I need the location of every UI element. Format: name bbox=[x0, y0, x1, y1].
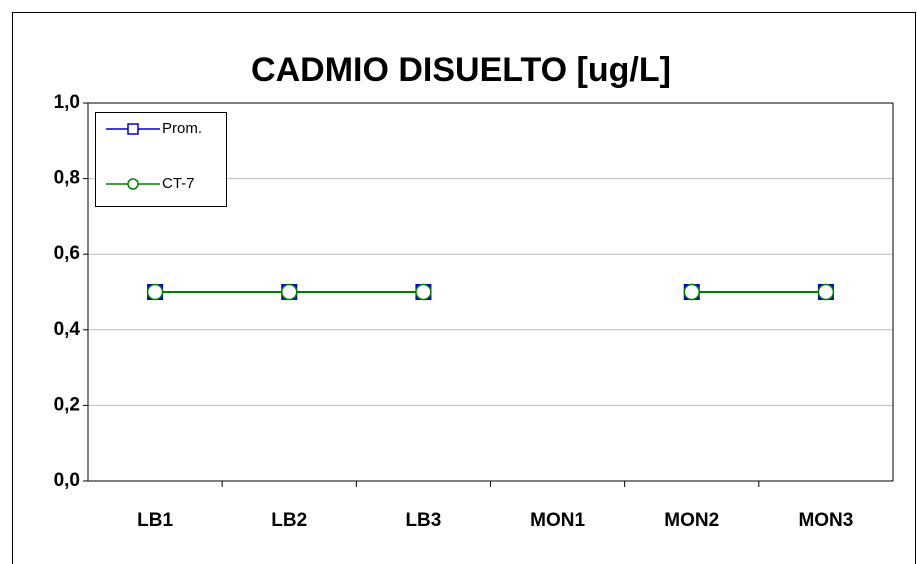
point bbox=[146, 283, 164, 301]
y-tick-label: 0,6 bbox=[54, 243, 80, 264]
point bbox=[281, 283, 298, 301]
y-tick-label: 0,2 bbox=[54, 394, 80, 415]
x-tick-label: MON3 bbox=[798, 510, 853, 531]
legend-marker bbox=[127, 123, 139, 135]
x-tick-label: MON1 bbox=[530, 510, 585, 531]
x-tick-label: LB3 bbox=[405, 510, 441, 531]
x-tick-label: MON2 bbox=[664, 510, 719, 531]
legend-label: CT-7 bbox=[162, 175, 195, 192]
legend-label: Prom. bbox=[162, 120, 202, 137]
chart-title: CADMIO DISUELTO [ug/L] bbox=[251, 51, 671, 89]
point bbox=[817, 283, 835, 301]
x-tick-label: LB2 bbox=[271, 510, 307, 531]
legend bbox=[95, 112, 227, 207]
point bbox=[415, 283, 432, 301]
legend-marker bbox=[127, 178, 139, 190]
y-tick-label: 0,8 bbox=[54, 168, 80, 189]
point bbox=[683, 283, 700, 301]
y-tick-label: 0,0 bbox=[54, 470, 80, 491]
y-tick-label: 1,0 bbox=[54, 92, 80, 113]
y-tick-label: 0,4 bbox=[54, 319, 81, 340]
x-tick-label: LB1 bbox=[137, 510, 173, 531]
